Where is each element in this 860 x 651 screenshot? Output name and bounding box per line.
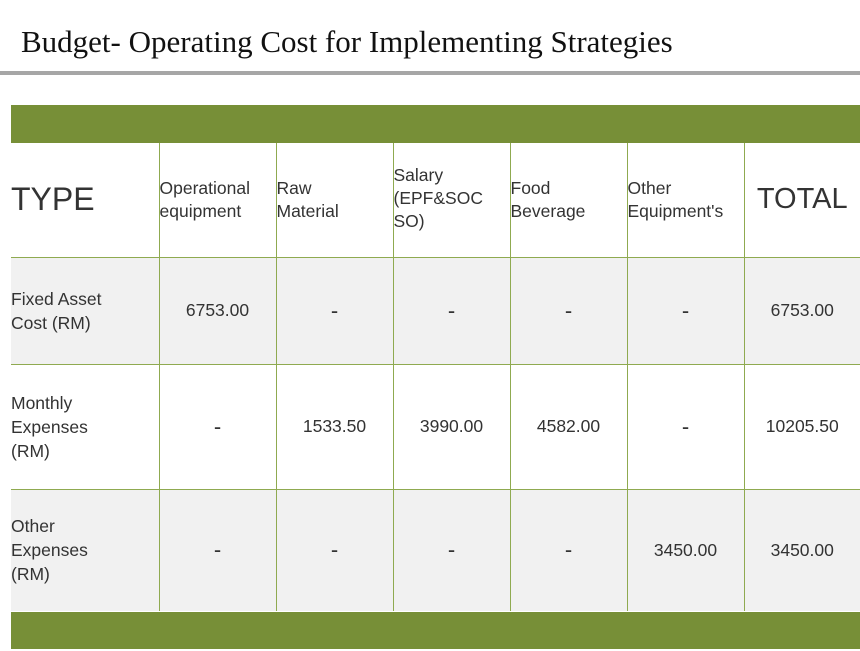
cell-raw-material: 1533.50 bbox=[275, 363, 394, 490]
cell-food-beverage: - bbox=[509, 488, 628, 611]
title-divider bbox=[0, 71, 860, 75]
row-label-other-expenses: Other Expenses (RM) bbox=[11, 488, 160, 611]
header-other-equipment: Other Equipment's bbox=[626, 143, 745, 258]
cell-food-beverage: - bbox=[509, 256, 628, 365]
row-label-fixed-asset: Fixed Asset Cost (RM) bbox=[11, 256, 160, 365]
cell-operational-equipment: - bbox=[158, 488, 277, 611]
cell-operational-equipment: 6753.00 bbox=[158, 256, 277, 365]
table-bottom-band bbox=[11, 612, 860, 649]
row-label-monthly-expenses: Monthly Expenses (RM) bbox=[11, 363, 160, 490]
header-food-beverage: Food Beverage bbox=[509, 143, 628, 258]
header-operational-equipment: Operational equipment bbox=[158, 143, 277, 258]
cell-salary: - bbox=[392, 488, 511, 611]
header-type: TYPE bbox=[11, 143, 160, 258]
cell-raw-material: - bbox=[275, 488, 394, 611]
table-row: Other Expenses (RM) - - - - 3450.00 3450… bbox=[11, 488, 860, 611]
header-total: TOTAL bbox=[743, 143, 860, 258]
cell-total: 6753.00 bbox=[743, 256, 860, 365]
header-raw-material: Raw Material bbox=[275, 143, 394, 258]
table-top-band bbox=[11, 105, 860, 143]
cell-food-beverage: 4582.00 bbox=[509, 363, 628, 490]
cell-salary: 3990.00 bbox=[392, 363, 511, 490]
cell-raw-material: - bbox=[275, 256, 394, 365]
table-header-row: TYPE Operational equipment Raw Material … bbox=[11, 143, 860, 258]
table-row: Monthly Expenses (RM) - 1533.50 3990.00 … bbox=[11, 363, 860, 490]
page-title: Budget- Operating Cost for Implementing … bbox=[21, 24, 673, 59]
cell-other-equipment: 3450.00 bbox=[626, 488, 745, 611]
budget-table: TYPE Operational equipment Raw Material … bbox=[11, 143, 860, 611]
cell-total: 10205.50 bbox=[743, 363, 860, 490]
cell-salary: - bbox=[392, 256, 511, 365]
header-salary: Salary (EPF&SOC SO) bbox=[392, 143, 511, 258]
cell-other-equipment: - bbox=[626, 363, 745, 490]
cell-total: 3450.00 bbox=[743, 488, 860, 611]
cell-operational-equipment: - bbox=[158, 363, 277, 490]
cell-other-equipment: - bbox=[626, 256, 745, 365]
table-row: Fixed Asset Cost (RM) 6753.00 - - - - 67… bbox=[11, 256, 860, 365]
